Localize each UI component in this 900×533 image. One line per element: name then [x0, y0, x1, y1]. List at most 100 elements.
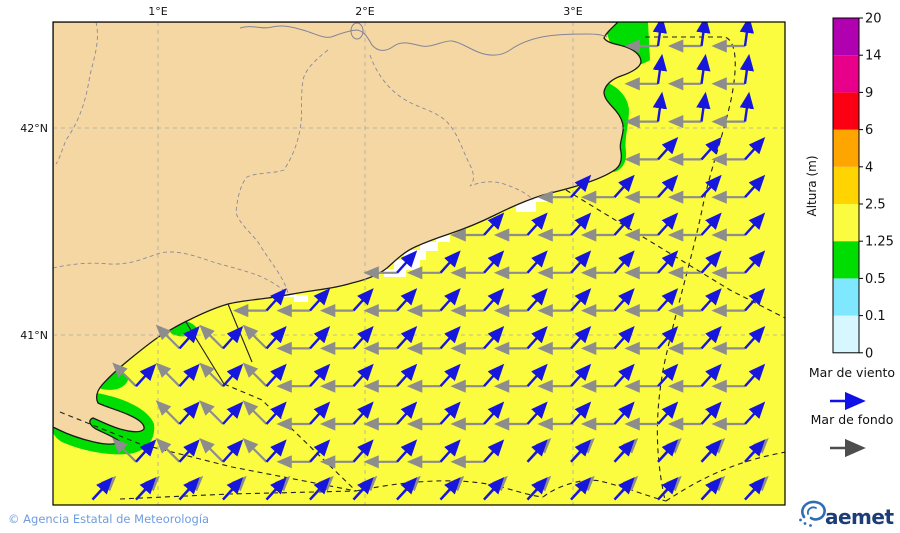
- wind-arrow: [570, 212, 592, 236]
- wind-arrow: [483, 363, 505, 388]
- wind-arrow: [309, 325, 331, 350]
- colorbar-tick-label: 2.5: [865, 198, 886, 213]
- spain-france-border: [239, 25, 608, 56]
- wind-arrow: [178, 439, 200, 463]
- wind-arrow: [570, 325, 592, 350]
- wind-arrow: [652, 53, 667, 84]
- land-catalonia: [53, 22, 642, 445]
- wind-arrow: [265, 363, 287, 388]
- wind-arrow: [396, 250, 418, 274]
- swell-arrow: [199, 400, 224, 425]
- wind-arrow: [700, 325, 722, 350]
- wind-arrow: [309, 439, 331, 463]
- wind-arrow: [613, 250, 635, 274]
- wind-arrow: [526, 250, 548, 274]
- wind-arrow: [700, 401, 722, 425]
- wind-arrow: [222, 325, 244, 350]
- wind-arrow: [700, 250, 722, 274]
- wind-arrow: [570, 174, 592, 199]
- wind-arrow: [396, 439, 418, 463]
- colorbar-band: [833, 55, 859, 93]
- swell-arrow: [112, 362, 137, 387]
- wind-arrow: [526, 401, 548, 425]
- wind-arrow: [396, 325, 418, 350]
- colorbar-tick-label: 6: [865, 123, 873, 138]
- wind-arrow: [657, 174, 679, 199]
- wind-arrow: [439, 401, 461, 425]
- swell-arrow: [112, 438, 137, 463]
- no-data-cell: [294, 295, 308, 302]
- wind-arrow: [657, 212, 679, 236]
- wind-arrow: [744, 401, 766, 425]
- swell-arrow: [155, 400, 181, 425]
- wind-arrow: [439, 325, 461, 350]
- swell-arrow: [199, 438, 224, 463]
- wind-arrow: [483, 439, 505, 463]
- wind-arrow: [613, 174, 635, 199]
- wind-arrow: [744, 477, 766, 501]
- wind-arrow: [265, 325, 287, 350]
- colorbar-tick-label: 9: [865, 86, 873, 101]
- wind-arrow: [439, 439, 461, 463]
- colorbar-band: [833, 204, 859, 242]
- wind-arrow: [613, 401, 635, 425]
- wind-arrow: [696, 53, 711, 84]
- colorbar-tick-label: 0.5: [865, 272, 886, 287]
- colorbar-band: [833, 166, 859, 204]
- wind-arrow: [526, 288, 548, 312]
- wind-arrow: [739, 22, 754, 47]
- swell-arrow: [155, 362, 181, 387]
- wind-arrow: [396, 363, 418, 388]
- wind-arrow: [352, 439, 374, 463]
- wind-arrow: [526, 212, 548, 236]
- colorbar-tick-label: 0.1: [865, 309, 886, 324]
- wind-arrow: [570, 288, 592, 312]
- wind-arrow: [613, 363, 635, 388]
- wind-arrow: [439, 288, 461, 312]
- wind-arrow: [483, 401, 505, 425]
- province-boundary: [369, 54, 532, 199]
- wind-arrow: [700, 288, 722, 312]
- province-boundary: [53, 251, 288, 294]
- wave-height-colorbar: 0 0.1 0.5 1.25 2.5 4 6 9 14 20: [832, 12, 894, 361]
- wind-arrow: [135, 363, 157, 388]
- x-tick-label: 2°E: [355, 5, 374, 18]
- colorbar-band: [833, 92, 859, 130]
- swell-arrow: [242, 324, 268, 350]
- aemet-logo-text: aemet: [825, 505, 894, 529]
- colorbar-band: [833, 278, 859, 316]
- wind-arrow: [309, 401, 331, 425]
- wave-arrow-field: [91, 22, 769, 501]
- wind-arrow: [700, 212, 722, 236]
- colorbar-tick-label: 14: [865, 49, 882, 64]
- wind-arrow: [135, 439, 157, 463]
- wind-arrow: [439, 477, 461, 501]
- wind-arrow: [657, 401, 679, 425]
- maritime-boundary-dashed: [59, 411, 357, 492]
- wind-arrow: [744, 174, 766, 199]
- wind-arrow: [483, 325, 505, 350]
- no-data-cell: [436, 234, 450, 242]
- maritime-boundary-dashed: [645, 36, 736, 501]
- wind-arrow: [483, 477, 505, 501]
- wind-arrow: [744, 363, 766, 388]
- colorbar-tick-label: 0: [865, 346, 873, 361]
- wind-arrow: [526, 363, 548, 388]
- wind-arrow: [309, 363, 331, 388]
- wind-arrow: [222, 363, 244, 388]
- wind-arrow: [439, 250, 461, 274]
- swell-arrow: [155, 324, 181, 350]
- wind-arrow: [700, 174, 722, 199]
- wind-arrow: [652, 91, 667, 122]
- wind-arrow: [222, 477, 244, 501]
- y-axis-ticks: 42°N 41°N: [20, 122, 48, 342]
- swell-arrow: [199, 324, 224, 350]
- swell-arrow: [199, 362, 224, 387]
- swell-arrow: [155, 438, 181, 463]
- x-axis-ticks: 1°E 2°E 3°E: [148, 5, 582, 18]
- wind-arrow: [352, 363, 374, 388]
- wind-arrow: [222, 439, 244, 463]
- wind-arrow: [657, 136, 679, 161]
- wind-arrow: [700, 477, 722, 501]
